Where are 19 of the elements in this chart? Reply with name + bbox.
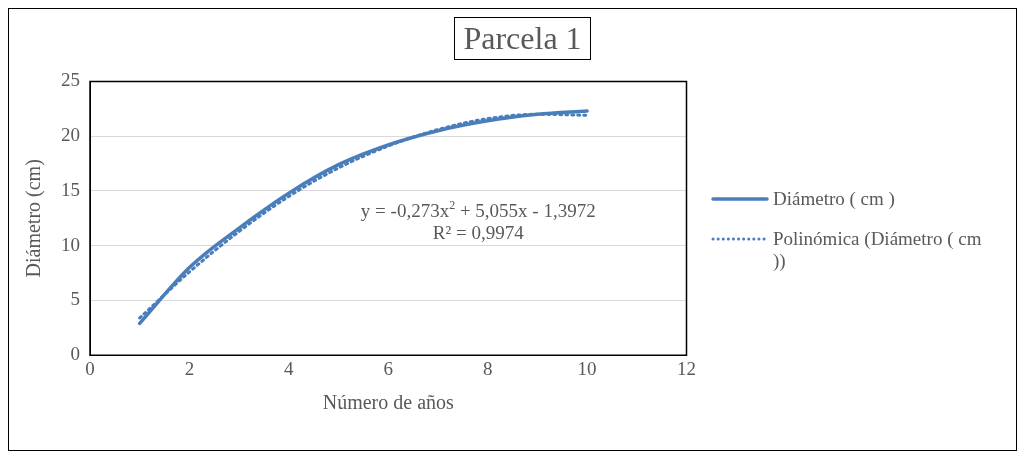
annotation: R² = 0,9974 (432, 222, 525, 244)
x-tick-label: 0 (85, 357, 95, 379)
x-tick-label: 10 (577, 357, 597, 379)
x-tick-label: 2 (184, 357, 195, 379)
x-tick-label: 6 (383, 357, 393, 379)
x-axis-title: Número de años (322, 391, 454, 414)
x-tick-label: 8 (482, 357, 493, 379)
y-axis-title: Diámetro (cm) (22, 159, 46, 278)
y-tick-label: 25 (61, 69, 80, 91)
y-tick-label: 0 (70, 343, 80, 365)
x-tick-label: 4 (284, 357, 295, 379)
chart-title: Parcela 1 (454, 17, 591, 60)
x-tick-label: 12 (677, 357, 696, 379)
legend-label: Polinómica (Diámetro ( cm )) (773, 228, 983, 272)
y-tick-label: 5 (70, 288, 80, 310)
y-tick-label: 15 (61, 178, 80, 200)
y-tick-label: 20 (61, 124, 80, 146)
y-tick-label: 10 (61, 233, 80, 255)
legend-label: Diámetro ( cm ) (773, 188, 896, 210)
